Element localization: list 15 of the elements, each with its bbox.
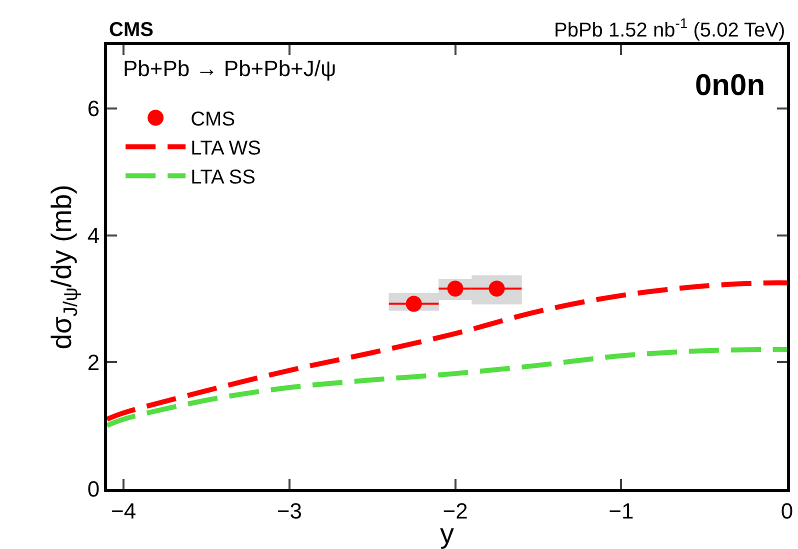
chart-subtitle: PbPb 1.52 nb$^{-1}$ (5.02 TeV) <box>554 15 786 42</box>
x-tick-label: −3 <box>276 498 302 524</box>
x-tick-label: −4 <box>111 498 136 524</box>
y-tick-label: 6 <box>87 96 100 122</box>
annotation: Pb+Pb → Pb+Pb+J/ψ <box>123 56 336 81</box>
y-tick-label: 4 <box>87 222 100 248</box>
chart-title: CMS <box>109 19 154 41</box>
legend-label: LTA SS <box>190 166 256 189</box>
y-tick-label: 0 <box>87 476 100 502</box>
annotation: 0n0n <box>695 69 766 102</box>
legend-label: LTA WS <box>190 138 261 160</box>
y-tick-label: 2 <box>87 350 100 375</box>
x-tick-label: 0 <box>780 498 794 524</box>
legend-label: CMS <box>190 108 236 131</box>
x-tick-label: −1 <box>608 498 634 524</box>
